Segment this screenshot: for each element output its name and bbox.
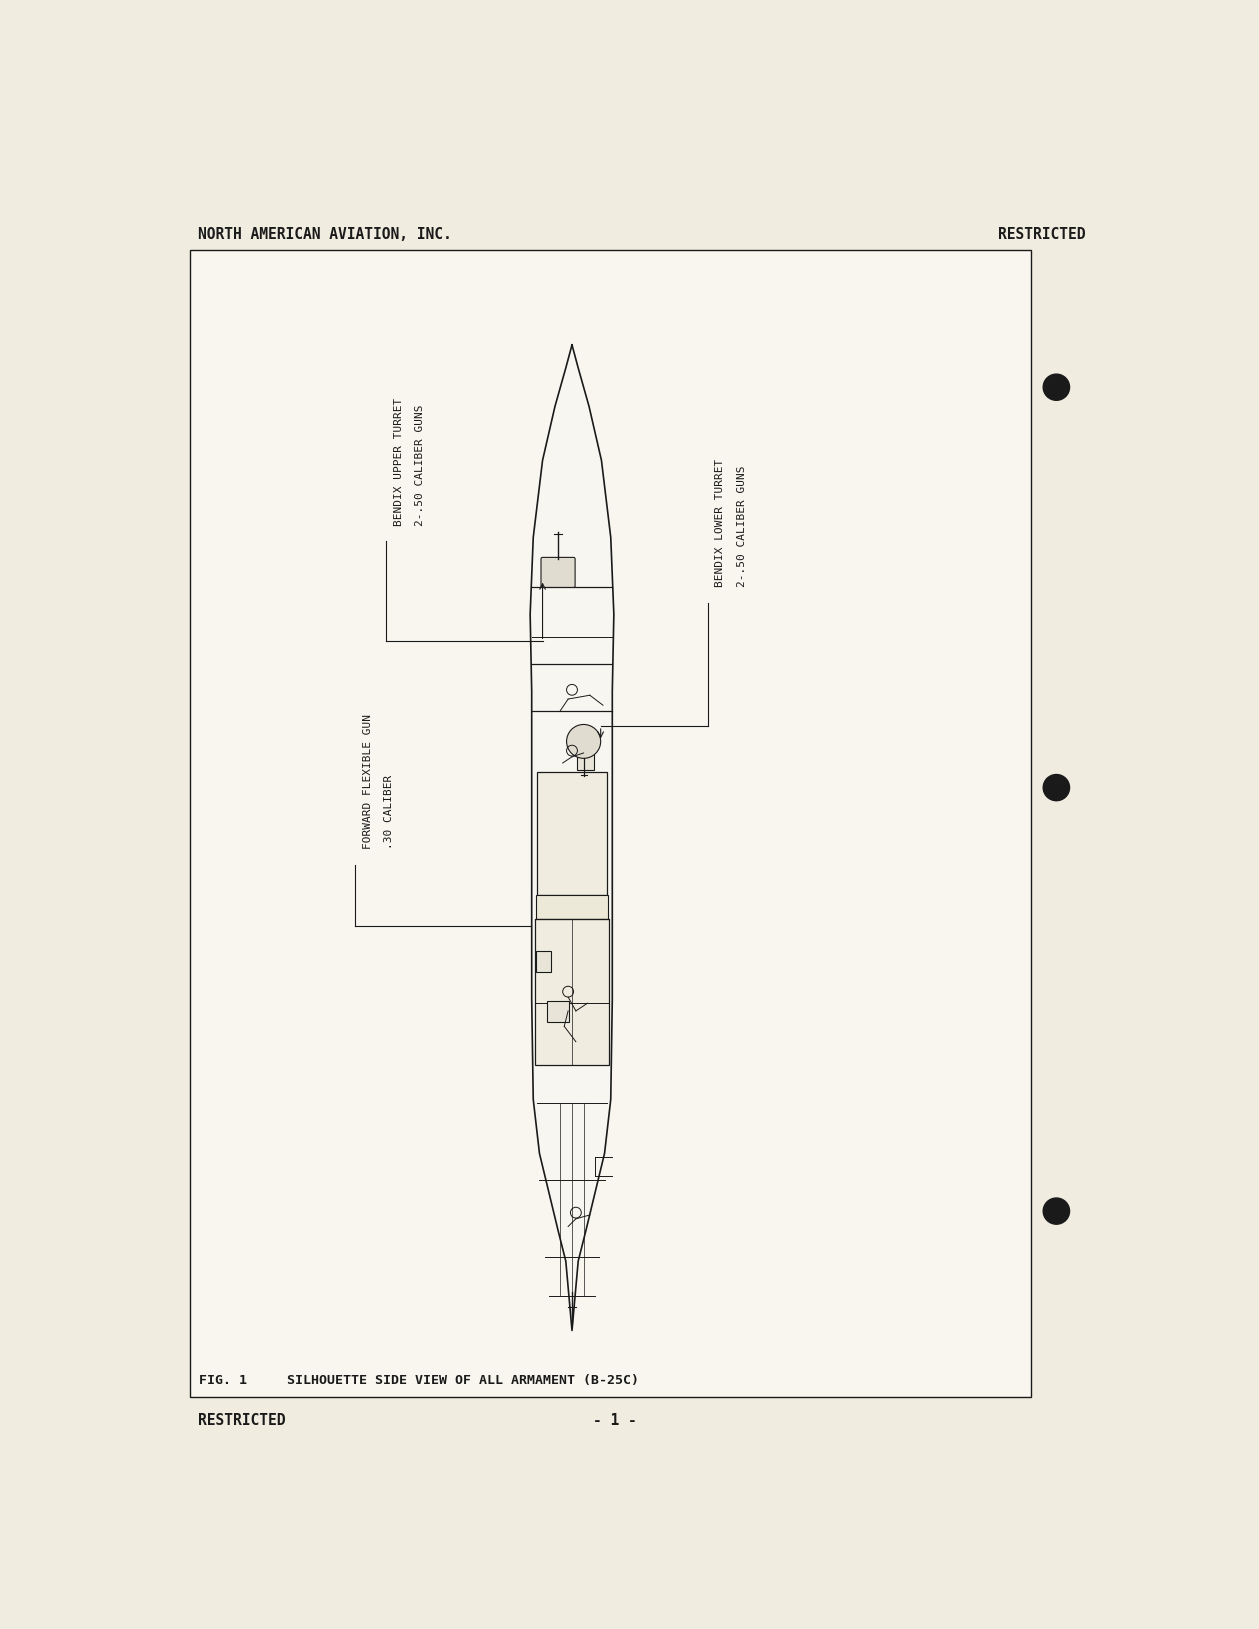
Text: BENDIX LOWER TURRET: BENDIX LOWER TURRET bbox=[715, 459, 725, 588]
Text: BENDIX UPPER TURRET: BENDIX UPPER TURRET bbox=[394, 397, 404, 526]
Circle shape bbox=[1044, 375, 1070, 401]
Circle shape bbox=[567, 725, 601, 759]
Polygon shape bbox=[530, 345, 614, 1331]
Circle shape bbox=[1044, 774, 1070, 801]
Bar bbox=[535, 919, 609, 1065]
Bar bbox=[538, 772, 607, 896]
Text: FIG. 1     SILHOUETTE SIDE VIEW OF ALL ARMAMENT (B-25C): FIG. 1 SILHOUETTE SIDE VIEW OF ALL ARMAM… bbox=[199, 1373, 640, 1386]
Text: 2-.50 CALIBER GUNS: 2-.50 CALIBER GUNS bbox=[737, 466, 747, 588]
Bar bbox=[190, 251, 1031, 1398]
Text: 2-.50 CALIBER GUNS: 2-.50 CALIBER GUNS bbox=[415, 404, 426, 526]
Bar bbox=[536, 896, 608, 919]
Bar bbox=[535, 951, 551, 973]
FancyBboxPatch shape bbox=[541, 557, 575, 588]
Text: .30 CALIBER: .30 CALIBER bbox=[384, 775, 394, 849]
Text: RESTRICTED: RESTRICTED bbox=[198, 1412, 286, 1429]
Bar bbox=[548, 1000, 569, 1023]
Text: FORWARD FLEXIBLE GUN: FORWARD FLEXIBLE GUN bbox=[363, 714, 373, 849]
Text: NORTH AMERICAN AVIATION, INC.: NORTH AMERICAN AVIATION, INC. bbox=[198, 226, 452, 243]
Text: RESTRICTED: RESTRICTED bbox=[998, 226, 1085, 243]
Text: - 1 -: - 1 - bbox=[593, 1412, 637, 1429]
Circle shape bbox=[1044, 1197, 1070, 1225]
Bar bbox=[578, 743, 594, 771]
